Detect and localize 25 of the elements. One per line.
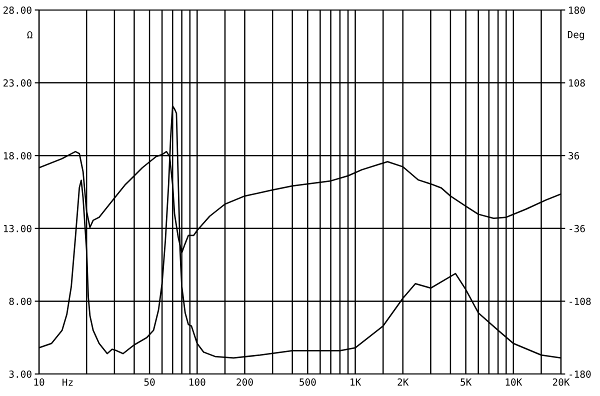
y2-tick-label: 36	[568, 152, 580, 160]
y-tick-label: 23.00	[4, 79, 32, 87]
y2-tick-label: -36	[570, 224, 585, 232]
y-tick-label: 18.00	[4, 152, 32, 160]
y2-tick-label: 180	[569, 6, 585, 14]
x-tick-label: 2K	[398, 378, 409, 386]
x-tick-label: 200	[236, 378, 253, 386]
x-tick-label: 50	[144, 378, 155, 386]
x-axis-title: Hz	[62, 378, 73, 386]
y-tick-label: 3.00	[9, 370, 32, 378]
y2-tick-label: -108	[570, 298, 591, 306]
x-tick-label: 10K	[506, 378, 522, 386]
x-tick-label: 1K	[350, 378, 362, 386]
x-tick-label: 100	[190, 378, 206, 386]
y2-tick-label: -180	[570, 370, 591, 378]
x-tick-label: 20K	[552, 378, 570, 386]
y-tick-label: 28.00	[4, 6, 32, 14]
x-tick-label: 5K	[460, 378, 472, 386]
x-tick-label: 10	[34, 378, 44, 386]
y-axis-title: Ω	[27, 31, 32, 38]
y-tick-label: 13.00	[4, 224, 32, 232]
x-tick-label: 500	[300, 378, 316, 386]
y2-tick-label: 108	[569, 79, 585, 87]
y-tick-label: 8.00	[9, 298, 32, 306]
y2-axis-title: Deg	[568, 31, 584, 40]
